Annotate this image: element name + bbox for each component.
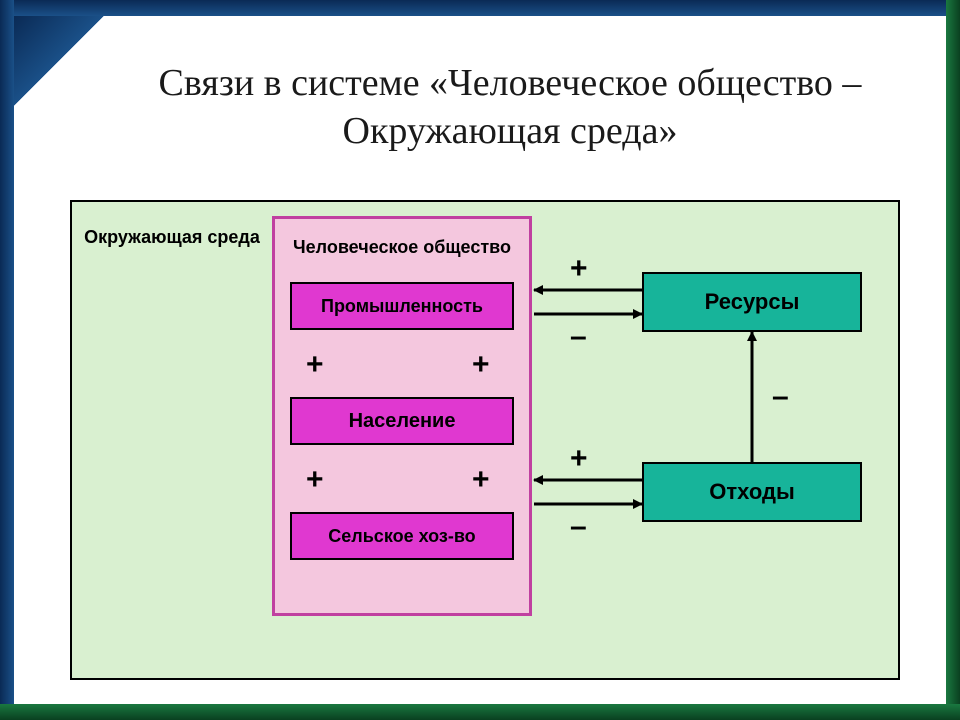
- edge-sign: +: [570, 444, 588, 474]
- frame-border-bottom: [0, 704, 960, 720]
- corner-accent: [14, 16, 104, 106]
- node-env_label: Окружающая среда: [82, 212, 262, 262]
- edge-sign: +: [472, 350, 490, 380]
- node-industry: Промышленность: [290, 282, 514, 330]
- edge-sign: +: [306, 465, 324, 495]
- edge-sign: +: [306, 350, 324, 380]
- node-agriculture: Сельское хоз-во: [290, 512, 514, 560]
- edge-sign: –: [772, 382, 789, 412]
- slide: Связи в системе «Человеческое общество –…: [0, 0, 960, 720]
- edge-sign: –: [570, 322, 587, 352]
- node-resources: Ресурсы: [642, 272, 862, 332]
- node-population: Население: [290, 397, 514, 445]
- frame-border-right: [946, 0, 960, 720]
- edge-sign: +: [472, 465, 490, 495]
- frame-border-left: [0, 0, 14, 720]
- node-waste: Отходы: [642, 462, 862, 522]
- frame-border-top: [0, 0, 960, 16]
- edge-sign: –: [570, 512, 587, 542]
- edge-sign: +: [570, 254, 588, 284]
- slide-title: Связи в системе «Человеческое общество –…: [100, 60, 920, 155]
- diagram-area: Окружающая среда Человеческое общество Про…: [70, 200, 900, 680]
- node-society-label: Человеческое общество: [275, 237, 529, 258]
